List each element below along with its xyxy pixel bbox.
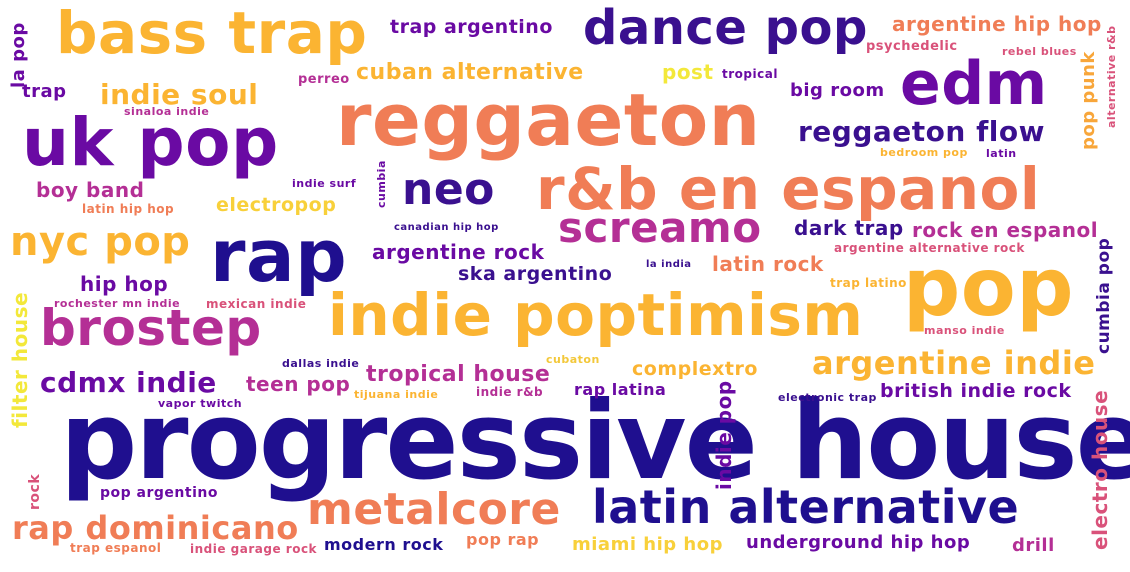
- word-pop-rap: pop rap: [466, 530, 540, 549]
- word-uk-pop: uk pop: [22, 104, 279, 181]
- word-indie-soul: indie soul: [100, 78, 259, 111]
- word-filter-house: filter house: [8, 291, 32, 428]
- word-modern-rock: modern rock: [324, 535, 444, 554]
- word-trap-espanol: trap espanol: [70, 541, 162, 555]
- word-argentine-hip-hop: argentine hip hop: [892, 12, 1102, 36]
- word-rochester-mn-indie: rochester mn indie: [54, 297, 181, 310]
- word-drill: drill: [1012, 535, 1055, 556]
- word-indie-pop: indie pop: [712, 380, 736, 490]
- word-cuban-alternative: cuban alternative: [356, 60, 584, 85]
- word-pop-punk: pop punk: [1078, 51, 1099, 150]
- word-trap-argentino: trap argentino: [390, 16, 553, 38]
- word-alternative-rnb: alternative r&b: [1105, 25, 1118, 128]
- word-indie-surf: indie surf: [292, 177, 357, 190]
- word-teen-pop: teen pop: [246, 372, 351, 396]
- word-trap: trap: [22, 81, 67, 102]
- word-mexican-indie: mexican indie: [206, 297, 307, 311]
- word-dallas-indie: dallas indie: [282, 357, 360, 370]
- word-ska-argentino: ska argentino: [458, 263, 613, 285]
- word-manso-indie: manso indie: [924, 324, 1005, 337]
- word-dark-trap: dark trap: [794, 216, 904, 240]
- word-brostep: brostep: [40, 299, 262, 357]
- word-complextro: complextro: [632, 358, 758, 380]
- word-rnb-en-espanol: r&b en espanol: [536, 155, 1041, 223]
- word-nyc-pop: nyc pop: [10, 219, 191, 265]
- word-rock: rock: [27, 473, 43, 510]
- word-cumbia-pop: cumbia pop: [1094, 237, 1114, 354]
- word-british-indie-rock: british indie rock: [880, 380, 1072, 402]
- word-reggaeton-flow: reggaeton flow: [798, 115, 1045, 148]
- word-argentine-indie: argentine indie: [812, 344, 1096, 382]
- word-pop: pop: [903, 241, 1074, 334]
- word-bedroom-pop: bedroom pop: [880, 146, 968, 159]
- word-indie-garage-rock: indie garage rock: [190, 542, 318, 556]
- word-boy-band: boy band: [36, 178, 145, 202]
- word-metalcore: metalcore: [307, 484, 561, 535]
- word-bass-trap: bass trap: [56, 0, 368, 67]
- word-progressive-house: progressive house: [60, 379, 1130, 504]
- word-neo: neo: [402, 164, 495, 215]
- word-vapor-twitch: vapor twitch: [158, 397, 243, 410]
- word-underground-hip-hop: underground hip hop: [746, 532, 971, 553]
- word-indie-rnb: indie r&b: [476, 385, 544, 399]
- word-cubaton: cubaton: [546, 353, 600, 366]
- word-argentine-rock: argentine rock: [372, 240, 545, 264]
- word-latin-hip-hop: latin hip hop: [82, 202, 175, 216]
- word-pop-argentino: pop argentino: [100, 485, 218, 501]
- word-screamo: screamo: [558, 203, 762, 252]
- word-rap: rap: [210, 214, 348, 298]
- word-post: post: [662, 60, 714, 84]
- word-perreo: perreo: [298, 72, 350, 87]
- word-cdmx-indie: cdmx indie: [40, 366, 217, 399]
- word-canadian-hip-hop: canadian hip hop: [394, 222, 499, 233]
- word-tropical: tropical: [722, 67, 778, 81]
- word-latin-rock: latin rock: [712, 252, 824, 276]
- word-big-room: big room: [790, 80, 885, 101]
- word-latin: latin: [986, 147, 1017, 160]
- word-argentine-alternative-rock: argentine alternative rock: [834, 241, 1025, 255]
- word-dance-pop: dance pop: [583, 0, 868, 56]
- word-indie-poptimism: indie poptimism: [328, 281, 864, 349]
- word-electronic-trap: electronic trap: [778, 391, 877, 404]
- word-cumbia: cumbia: [375, 160, 388, 208]
- word-latin-alternative: latin alternative: [592, 480, 1020, 534]
- word-rap-latina: rap latina: [574, 380, 667, 399]
- word-hip-hop: hip hop: [80, 272, 169, 296]
- word-electropop: electropop: [216, 194, 337, 216]
- word-electro-house: electro house: [1088, 389, 1112, 550]
- word-la-pop: la pop: [8, 22, 29, 88]
- word-psychedelic: psychedelic: [866, 39, 958, 54]
- word-trap-latino: trap latino: [830, 276, 907, 290]
- word-sinaloa-indie: sinaloa indie: [124, 105, 210, 118]
- word-tropical-house: tropical house: [366, 362, 551, 387]
- word-rock-en-espanol: rock en espanol: [912, 218, 1099, 242]
- word-rap-dominicano: rap dominicano: [12, 509, 299, 547]
- word-tijuana-indie: tijuana indie: [354, 388, 439, 401]
- word-rebel-blues: rebel blues: [1002, 45, 1077, 58]
- word-la-india: la india: [646, 259, 692, 270]
- word-miami-hip-hop: miami hip hop: [572, 534, 723, 555]
- word-edm: edm: [900, 49, 1048, 119]
- word-reggaeton: reggaeton: [336, 78, 761, 162]
